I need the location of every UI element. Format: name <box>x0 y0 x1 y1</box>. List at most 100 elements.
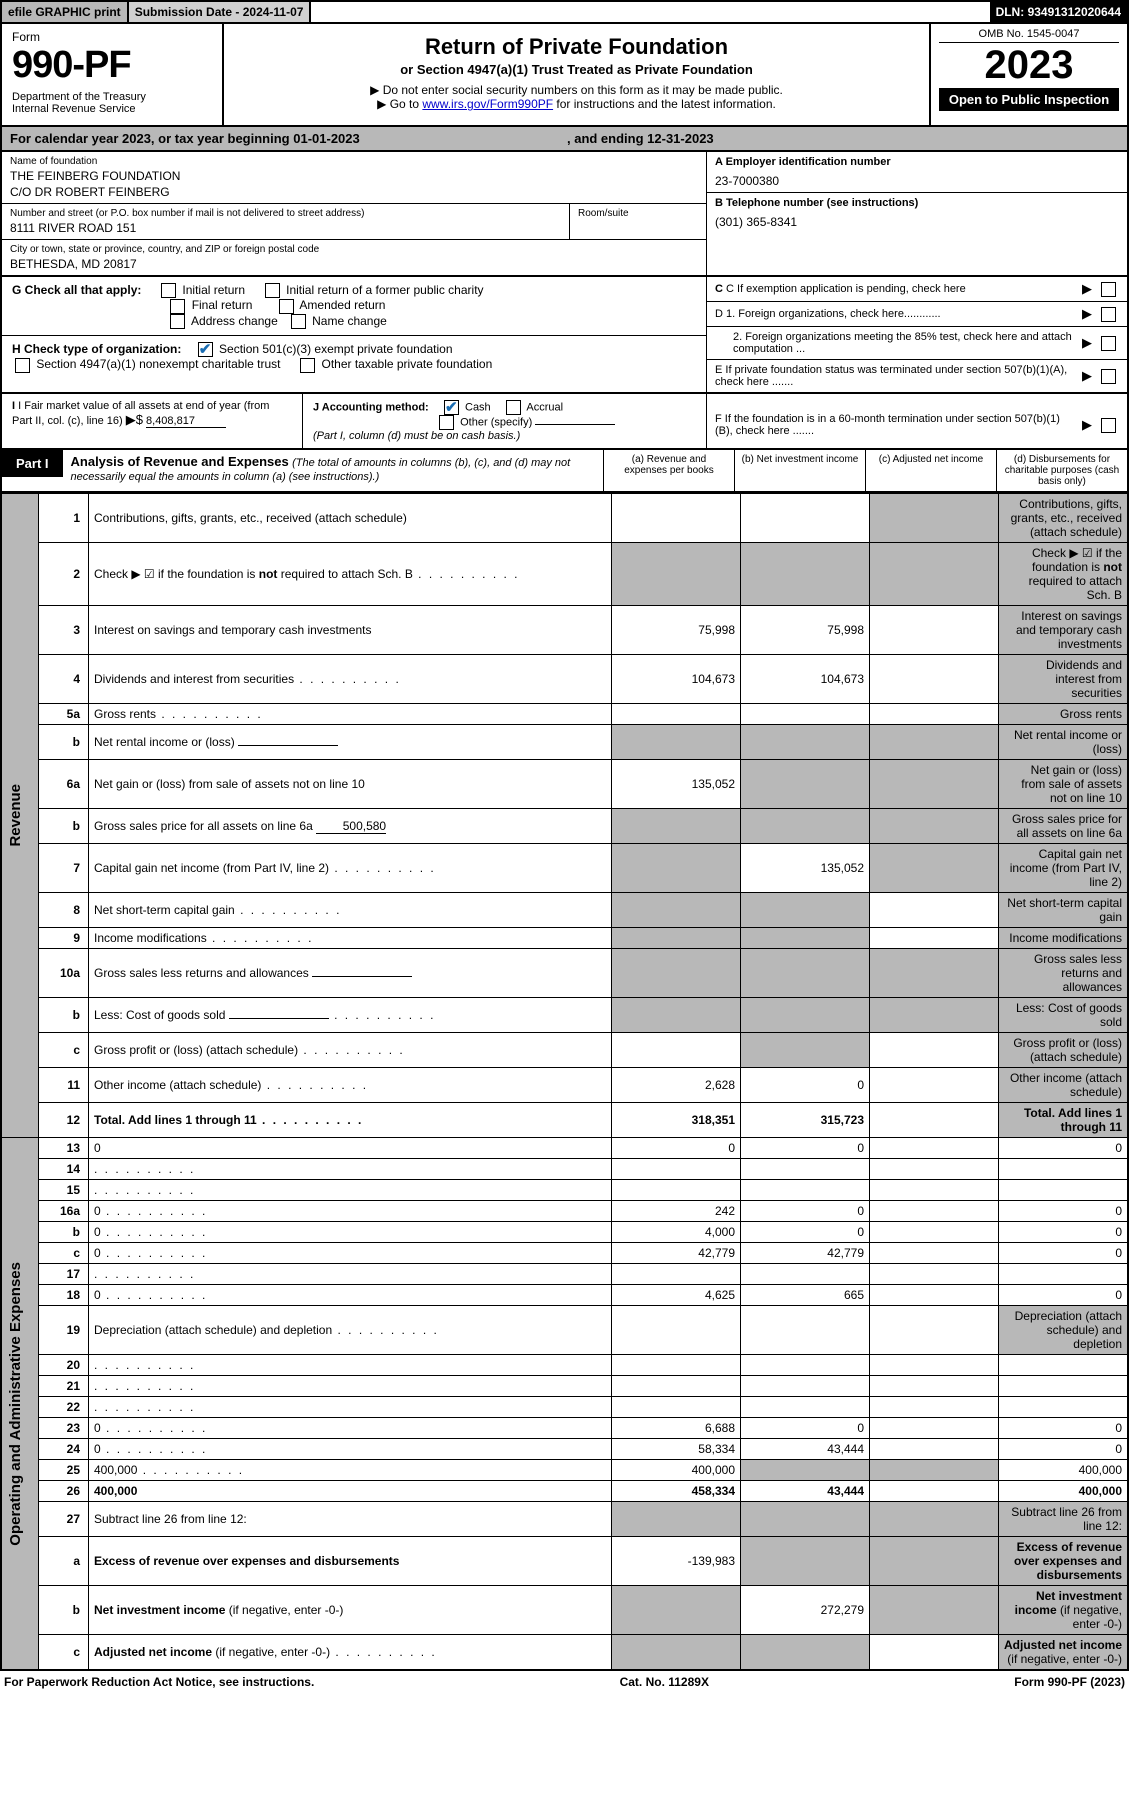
city-cell: City or town, state or province, country… <box>2 240 706 275</box>
amount-cell <box>612 893 741 928</box>
amount-cell: 104,673 <box>612 655 741 704</box>
line-description: Less: Cost of goods sold <box>89 998 612 1033</box>
form-number-block: Form 990-PF Department of the Treasury I… <box>2 24 224 125</box>
amount-cell: Depreciation (attach schedule) and deple… <box>999 1306 1129 1355</box>
amount-cell <box>741 1502 870 1537</box>
amount-cell <box>870 1285 999 1306</box>
form-subtitle: or Section 4947(a)(1) Trust Treated as P… <box>234 62 919 77</box>
d2-checkbox[interactable] <box>1101 336 1116 351</box>
amount-cell: 4,000 <box>612 1222 741 1243</box>
amount-cell <box>741 1635 870 1671</box>
line-description: Net rental income or (loss) <box>89 725 612 760</box>
line-number: 8 <box>39 893 89 928</box>
line-number: 14 <box>39 1159 89 1180</box>
amount-cell: Interest on savings and temporary cash i… <box>999 606 1129 655</box>
identification-block: Name of foundation THE FEINBERG FOUNDATI… <box>0 152 1129 277</box>
open-to-public: Open to Public Inspection <box>939 88 1119 111</box>
ein-cell: A Employer identification number 23-7000… <box>707 152 1127 193</box>
amount-cell <box>741 704 870 725</box>
line-description: 400,000 <box>89 1481 612 1502</box>
initial-return-checkbox[interactable] <box>161 283 176 298</box>
top-bar: efile GRAPHIC print Submission Date - 20… <box>0 0 1129 24</box>
amount-cell <box>612 928 741 949</box>
d1-checkbox[interactable] <box>1101 307 1116 322</box>
amount-cell: 135,052 <box>741 844 870 893</box>
amount-cell <box>741 809 870 844</box>
line-number: 15 <box>39 1180 89 1201</box>
amount-cell <box>870 998 999 1033</box>
initial-former-checkbox[interactable] <box>265 283 280 298</box>
col-c-header: (c) Adjusted net income <box>865 450 996 491</box>
line-number: c <box>39 1033 89 1068</box>
amount-cell: 104,673 <box>741 655 870 704</box>
irs-link[interactable]: www.irs.gov/Form990PF <box>422 97 553 111</box>
amount-cell <box>612 1306 741 1355</box>
amount-cell <box>870 606 999 655</box>
final-return-checkbox[interactable] <box>170 299 185 314</box>
amount-cell <box>999 1397 1129 1418</box>
amount-cell <box>612 1033 741 1068</box>
accrual-checkbox[interactable] <box>506 400 521 415</box>
amount-cell: Net gain or (loss) from sale of assets n… <box>999 760 1129 809</box>
amount-cell <box>870 1460 999 1481</box>
other-taxable-checkbox[interactable] <box>300 358 315 373</box>
amount-cell <box>870 1586 999 1635</box>
amount-cell: 43,444 <box>741 1439 870 1460</box>
part1-table: Revenue1Contributions, gifts, grants, et… <box>0 493 1129 1671</box>
amount-cell: 400,000 <box>612 1460 741 1481</box>
amount-cell: 135,052 <box>612 760 741 809</box>
f-row: F If the foundation is in a 60-month ter… <box>707 394 1127 456</box>
amount-cell: Capital gain net income (from Part IV, l… <box>999 844 1129 893</box>
dept-treasury: Department of the Treasury Internal Reve… <box>12 91 212 115</box>
phone-cell: B Telephone number (see instructions) (3… <box>707 193 1127 233</box>
line-description: 0 <box>89 1222 612 1243</box>
line-number: 16a <box>39 1201 89 1222</box>
amount-cell <box>870 494 999 543</box>
amount-cell <box>612 1355 741 1376</box>
col-d-header: (d) Disbursements for charitable purpose… <box>996 450 1127 491</box>
amount-cell: Contributions, gifts, grants, etc., rece… <box>999 494 1129 543</box>
amount-cell <box>870 1243 999 1264</box>
line-description: Net short-term capital gain <box>89 893 612 928</box>
address-change-checkbox[interactable] <box>170 314 185 329</box>
f-checkbox[interactable] <box>1101 418 1116 433</box>
e-checkbox[interactable] <box>1101 369 1116 384</box>
line-description <box>89 1376 612 1397</box>
line-description: Gross profit or (loss) (attach schedule) <box>89 1033 612 1068</box>
amount-cell <box>870 1068 999 1103</box>
amount-cell <box>741 1397 870 1418</box>
amount-cell <box>741 1537 870 1586</box>
amount-cell <box>612 1502 741 1537</box>
c-checkbox[interactable] <box>1101 282 1116 297</box>
other-method-checkbox[interactable] <box>439 415 454 430</box>
form-instructions: ▶ Do not enter social security numbers o… <box>234 83 919 111</box>
amended-return-checkbox[interactable] <box>279 299 294 314</box>
line-description <box>89 1397 612 1418</box>
amount-cell: Income modifications <box>999 928 1129 949</box>
side-label: Operating and Administrative Expenses <box>1 1138 39 1671</box>
line-description: Gross sales less returns and allowances <box>89 949 612 998</box>
line-description: Other income (attach schedule) <box>89 1068 612 1103</box>
form-header: Form 990-PF Department of the Treasury I… <box>0 24 1129 127</box>
amount-cell: 315,723 <box>741 1103 870 1138</box>
amount-cell: 272,279 <box>741 1586 870 1635</box>
amount-cell <box>612 494 741 543</box>
section-g-cd: G Check all that apply: Initial return I… <box>0 277 1129 394</box>
paperwork-notice: For Paperwork Reduction Act Notice, see … <box>4 1675 314 1689</box>
column-headers: (a) Revenue and expenses per books (b) N… <box>603 450 1127 491</box>
e-row: E If private foundation status was termi… <box>707 360 1127 392</box>
501c3-checkbox[interactable] <box>198 342 213 357</box>
amount-cell <box>612 809 741 844</box>
name-change-checkbox[interactable] <box>291 314 306 329</box>
line-description: 0 <box>89 1138 612 1159</box>
amount-cell <box>741 725 870 760</box>
amount-cell <box>741 1264 870 1285</box>
cash-checkbox[interactable] <box>444 400 459 415</box>
amount-cell <box>870 893 999 928</box>
line-description: Adjusted net income (if negative, enter … <box>89 1635 612 1671</box>
amount-cell <box>741 760 870 809</box>
4947-checkbox[interactable] <box>15 358 30 373</box>
j-accounting-block: J Accounting method: Cash Accrual Other … <box>303 394 706 448</box>
amount-cell: Gross rents <box>999 704 1129 725</box>
amount-cell: 0 <box>741 1222 870 1243</box>
